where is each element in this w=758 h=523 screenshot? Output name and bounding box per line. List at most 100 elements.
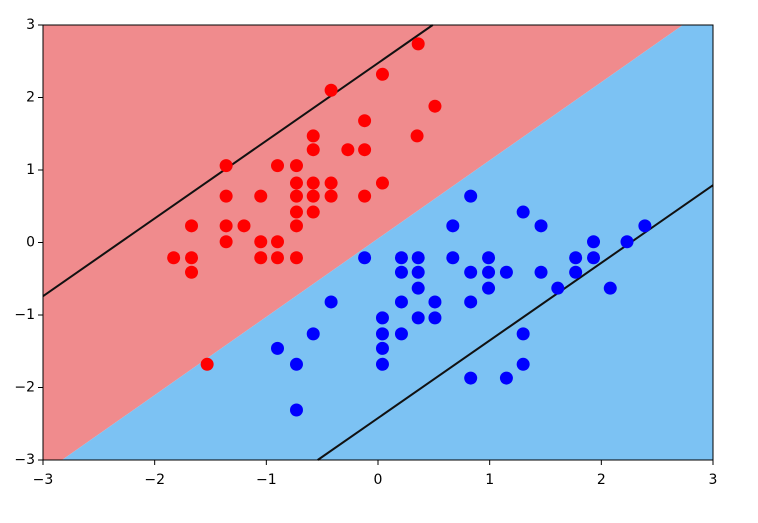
point [324,83,338,97]
point [200,357,214,371]
y-tick-label: −3 [14,452,35,468]
point [516,357,530,371]
point [411,265,425,279]
point [289,251,303,265]
point [271,159,284,173]
point [358,143,372,157]
point [446,219,460,233]
point [482,265,496,279]
point [271,251,284,265]
point [464,265,478,279]
y-tick-label: 3 [26,17,35,33]
point [482,281,496,295]
point [516,327,530,341]
point [358,189,372,203]
x-tick-label: 3 [709,472,718,488]
point [185,265,199,279]
point [237,219,251,233]
point [185,251,199,265]
region [43,25,683,460]
point [394,265,408,279]
point [375,341,389,355]
y-tick-label: 0 [26,235,35,251]
point [375,67,389,81]
point [464,189,478,203]
point [289,176,303,190]
point [394,295,408,309]
point [289,205,303,219]
point [499,371,513,385]
margin-line [42,24,434,297]
point [219,235,233,249]
point [446,251,460,265]
point [587,235,601,249]
point [428,311,442,325]
point [411,37,425,51]
point [411,281,425,295]
point [289,159,303,173]
point [551,281,565,295]
y-tick-label: −1 [14,307,35,323]
point [375,327,389,341]
point [254,251,268,265]
y-tick-label: −2 [14,380,35,396]
point [358,251,372,265]
point [375,357,389,371]
point [410,129,424,143]
point [499,265,513,279]
point [428,295,442,309]
point [411,311,425,325]
y-tick-label: 1 [26,162,35,178]
point [185,219,199,233]
point [341,143,355,157]
point [375,176,389,190]
point [306,327,320,341]
x-tick-label: −2 [144,472,165,488]
point [306,205,320,219]
point [464,295,478,309]
point [482,251,496,265]
y-tick-label: 2 [26,90,35,106]
point [569,265,583,279]
point [306,143,320,157]
x-tick-label: −1 [256,472,277,488]
region [61,25,713,460]
point [219,189,233,203]
x-tick-label: 1 [485,472,494,488]
point [375,311,389,325]
point [324,295,338,309]
point [534,265,548,279]
point [394,327,408,341]
point [324,176,338,190]
point [254,189,268,203]
point [271,235,284,249]
point [428,99,442,113]
point [289,357,303,371]
point [289,403,303,417]
point [289,219,303,233]
x-tick-label: 0 [374,472,383,488]
point [569,251,583,265]
point [587,251,601,265]
point [534,219,548,233]
point [289,189,303,203]
point [394,251,408,265]
point [324,189,338,203]
point [254,235,268,249]
point [358,114,372,128]
point [620,235,634,249]
point [411,251,425,265]
point [271,341,284,355]
point [464,371,478,385]
point [306,189,320,203]
point [219,159,233,173]
point [306,176,320,190]
x-tick-label: 2 [597,472,606,488]
point [603,281,617,295]
point [306,129,320,143]
point [167,251,181,265]
point [219,219,233,233]
x-tick-label: −3 [33,472,54,488]
point [516,205,530,219]
